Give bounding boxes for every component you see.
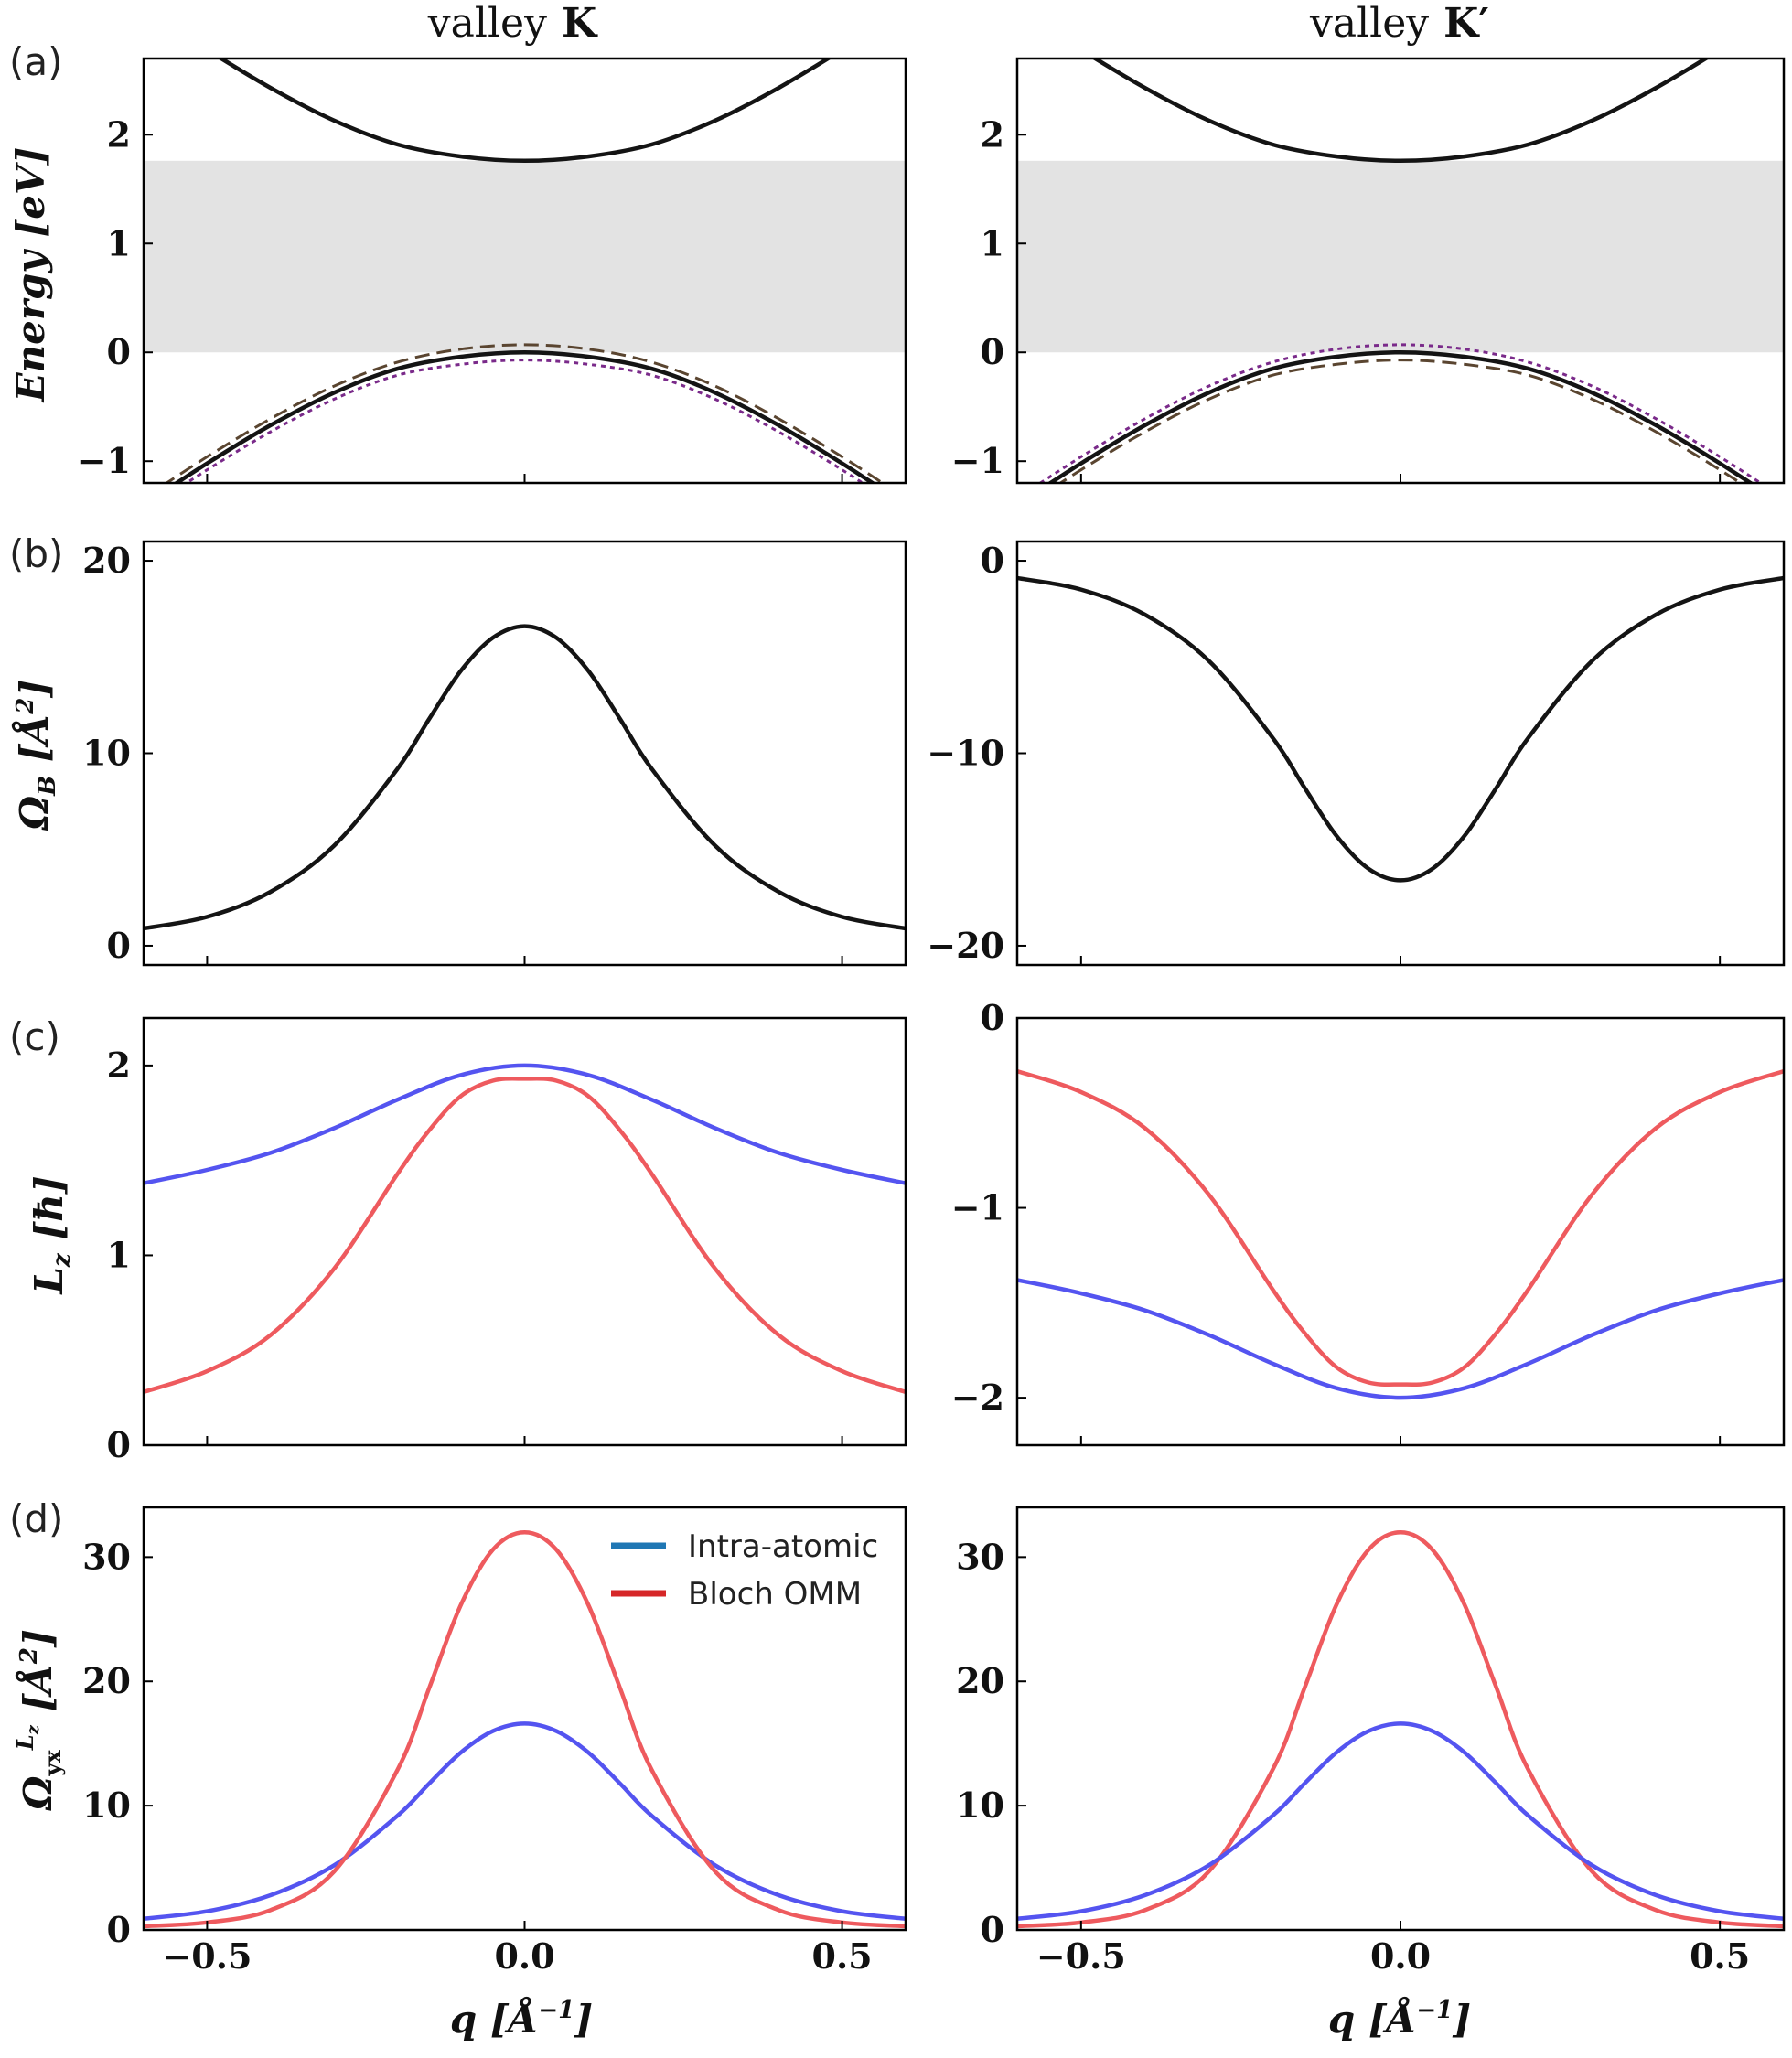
column-title-left-symbol: K — [562, 0, 598, 47]
panel-letter-c: (c) — [9, 1014, 60, 1059]
plot-area-b-right — [1017, 575, 1784, 883]
plot-area-d-left — [144, 1529, 906, 1929]
panel-letter-a: (a) — [9, 39, 63, 84]
ytick-label-a-left-0: 2 — [107, 113, 131, 155]
ytick-label-a-right-3: −1 — [951, 440, 1004, 481]
panel-a-left: 2 1 0 −1 — [78, 57, 907, 485]
panel-b-right: 0 −10 −20 — [927, 540, 1786, 967]
plots-group: 210−1210−1201000−10−202100−1−23020100−0.… — [78, 57, 1786, 1977]
xtick-label-d-left-1: 0.0 — [494, 1935, 554, 1977]
column-title-right-symbol: K′ — [1443, 0, 1489, 47]
ytick-label-a-left-2: 0 — [107, 331, 131, 372]
series-a-left-1 — [173, 349, 876, 483]
ytick-label-c-right-0: 0 — [981, 997, 1004, 1038]
ytick-label-b-left-2: 0 — [107, 925, 131, 966]
series-d-left-1 — [144, 1529, 906, 1929]
series-a-left-3 — [184, 359, 865, 483]
series-a-right-0 — [1090, 59, 1711, 164]
ytick-label-b-left-1: 10 — [82, 733, 131, 774]
plot-area-a-left — [144, 59, 906, 483]
panel-a-right: 2 1 0 −1 — [951, 57, 1786, 485]
column-title-right: valley K′ — [1309, 0, 1489, 47]
plot-area-c-right — [1017, 1068, 1784, 1400]
ytick-label-c-left-1: 1 — [107, 1234, 131, 1275]
panel-letter-b: (b) — [9, 531, 63, 576]
series-d-right-1 — [1017, 1721, 1784, 1922]
ytick-label-a-left-1: 1 — [107, 222, 131, 263]
band-gap-a-left — [144, 160, 906, 353]
frame-d-right — [1015, 1506, 1786, 1932]
ytick-label-d-right-1: 20 — [956, 1660, 1004, 1701]
band-gap-a-right — [1017, 160, 1784, 353]
panel-d-right: 30 20 10 0 −0.5 0.0 0.5 — [956, 1506, 1786, 1977]
ylabel-d: ΩyxLz [Å2] — [12, 1629, 66, 1811]
ytick-label-c-right-2: −2 — [951, 1377, 1004, 1418]
panel-c-right: 0 −1 −2 — [951, 997, 1786, 1447]
column-title-left-prefix: valley — [427, 0, 547, 47]
frame-c-right — [1015, 1016, 1786, 1447]
series-a-right-2 — [1037, 343, 1764, 483]
plot-area-d-right — [1017, 1529, 1784, 1929]
frame-d-left — [142, 1506, 907, 1932]
legend-label-bloch-omm: Bloch OMM — [688, 1576, 862, 1613]
series-d-left-0 — [144, 1721, 906, 1922]
ylabel-c: Lz [ħ] — [27, 1175, 76, 1294]
column-title-left: valley K — [427, 0, 598, 47]
ytick-label-d-left-0: 30 — [82, 1536, 131, 1577]
series-d-right-0 — [1017, 1529, 1784, 1929]
series-b-right-0 — [1017, 575, 1784, 883]
xtick-label-d-right-0: −0.5 — [1036, 1935, 1126, 1977]
plot-area-a-right — [1017, 59, 1784, 483]
legend: Intra-atomic Bloch OMM — [611, 1528, 878, 1613]
ytick-label-a-right-0: 2 — [981, 113, 1004, 155]
series-b-left-0 — [144, 624, 906, 931]
plot-area-b-left — [144, 624, 906, 931]
legend-label-intra-atomic: Intra-atomic — [688, 1528, 878, 1565]
xtick-label-d-left-0: −0.5 — [162, 1935, 252, 1977]
ytick-label-d-right-0: 30 — [956, 1536, 1004, 1577]
panel-b-left: 20 10 0 — [82, 540, 907, 967]
ytick-label-b-right-2: −20 — [927, 925, 1004, 966]
ytick-label-a-right-2: 0 — [981, 331, 1004, 372]
column-title-right-prefix: valley — [1309, 0, 1429, 47]
panel-c-left: 2 1 0 — [107, 1016, 907, 1465]
series-a-right-3 — [1057, 359, 1744, 483]
series-c-left-0 — [144, 1063, 906, 1185]
panel-d-left: 30 20 10 0 −0.5 0.0 0.5 — [82, 1506, 907, 1977]
ytick-label-b-right-1: −10 — [927, 733, 1004, 774]
ytick-label-d-right-3: 0 — [981, 1909, 1004, 1950]
frame-b-right — [1015, 540, 1786, 967]
xtick-label-d-right-2: 0.5 — [1690, 1935, 1750, 1977]
xtick-label-d-right-1: 0.0 — [1370, 1935, 1431, 1977]
ytick-label-b-right-0: 0 — [981, 540, 1004, 581]
ytick-label-c-left-0: 2 — [107, 1045, 131, 1086]
ytick-label-a-left-3: −1 — [78, 440, 131, 481]
ytick-label-d-left-3: 0 — [107, 1909, 131, 1950]
series-c-right-0 — [1017, 1068, 1784, 1388]
frame-b-left — [142, 540, 907, 967]
panel-letter-d: (d) — [9, 1496, 63, 1541]
plot-area-c-left — [144, 1063, 906, 1395]
series-a-left-2 — [164, 343, 885, 483]
ytick-label-a-right-1: 1 — [981, 222, 1004, 263]
series-c-right-1 — [1017, 1278, 1784, 1400]
ylabel-b: ΩB [Å2] — [11, 680, 61, 831]
series-a-left-0 — [217, 59, 832, 164]
xlabel-right: q [Å−1] — [1328, 1996, 1471, 2042]
ytick-label-d-right-2: 10 — [956, 1785, 1004, 1826]
ylabel-a: Energy [eV] — [8, 147, 53, 403]
series-c-left-1 — [144, 1076, 906, 1395]
ytick-label-d-left-1: 20 — [82, 1660, 131, 1701]
ytick-label-c-right-1: −1 — [951, 1187, 1004, 1228]
xlabel-left: q [Å−1] — [450, 1996, 593, 2042]
ytick-label-d-left-2: 10 — [82, 1785, 131, 1826]
xtick-label-d-left-2: 0.5 — [812, 1935, 873, 1977]
frame-c-left — [142, 1016, 907, 1447]
ytick-label-b-left-0: 20 — [82, 540, 131, 581]
series-a-right-1 — [1046, 349, 1754, 483]
ytick-label-c-left-2: 0 — [107, 1424, 131, 1465]
